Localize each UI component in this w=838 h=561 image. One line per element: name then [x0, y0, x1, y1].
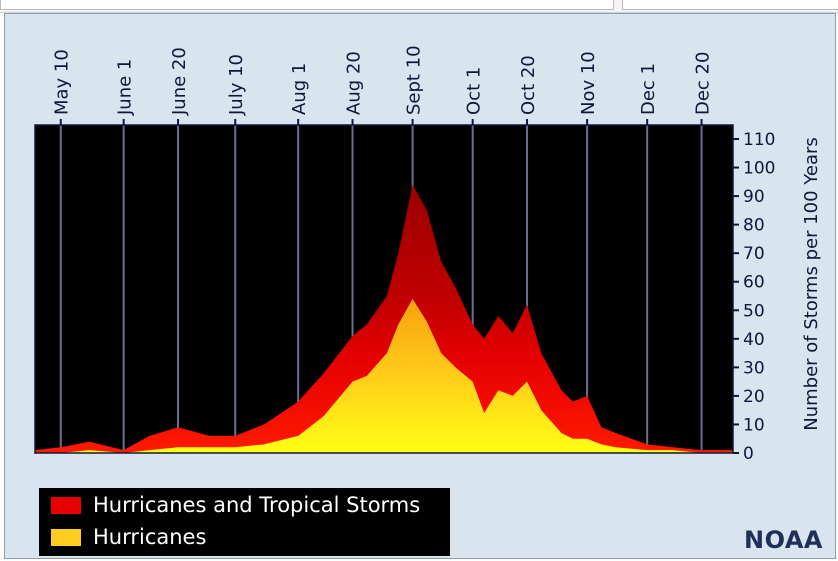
x-tick-label: July 10 [226, 54, 247, 116]
plot-frame [34, 124, 734, 454]
legend-swatch-hurricanes [51, 528, 81, 546]
legend: Hurricanes and Tropical Storms Hurricane… [39, 488, 450, 556]
search-field[interactable] [622, 0, 838, 10]
x-tick-label: May 10 [52, 49, 73, 115]
y-tick-label: 20 [743, 387, 765, 407]
x-tick-label: Nov 10 [578, 51, 599, 115]
y-tick-label: 10 [743, 415, 765, 435]
y-tick-label: 80 [743, 216, 765, 236]
x-tick-label: June 1 [115, 59, 136, 116]
y-tick-label: 100 [743, 159, 775, 179]
x-tick-label: Aug 20 [344, 51, 365, 115]
legend-item-hurricanes: Hurricanes [51, 524, 206, 550]
y-tick-label: 50 [743, 301, 765, 321]
y-tick-label: 90 [743, 187, 765, 207]
legend-label-storms: Hurricanes and Tropical Storms [93, 493, 421, 517]
legend-swatch-storms [51, 496, 81, 514]
credit-logo: NOAA [744, 526, 823, 554]
y-tick-label: 110 [743, 130, 775, 150]
x-tick-label: Oct 1 [464, 67, 485, 115]
chart-panel: May 10 June 1 June 20 July 10 Aug 1 Aug 20 Sep… [4, 13, 836, 559]
x-tick-label: Aug 1 [289, 63, 310, 115]
y-tick-label: 70 [743, 244, 765, 264]
browser-toolbar [0, 0, 838, 13]
legend-label-hurricanes: Hurricanes [93, 525, 207, 549]
x-tick-label: June 20 [169, 47, 190, 116]
x-tick-label: Dec 20 [693, 52, 714, 115]
chart: May 10 June 1 June 20 July 10 Aug 1 Aug 20 Sep… [34, 45, 822, 464]
legend-item-storms: Hurricanes and Tropical Storms [51, 492, 420, 518]
area-series-hurricanes [35, 298, 733, 453]
x-tick-label: Oct 20 [518, 55, 539, 115]
x-tick-label: Dec 1 [638, 63, 659, 115]
y-tick-label: 40 [743, 330, 765, 350]
x-tick-label: Sept 10 [404, 45, 425, 115]
y-axis-label: Number of Storms per 100 Years [801, 137, 822, 431]
y-tick-label: 0 [743, 444, 754, 464]
address-field[interactable] [0, 0, 614, 10]
area-series-storms [35, 184, 733, 453]
y-tick-label: 60 [743, 273, 765, 293]
y-tick-label: 30 [743, 358, 765, 378]
